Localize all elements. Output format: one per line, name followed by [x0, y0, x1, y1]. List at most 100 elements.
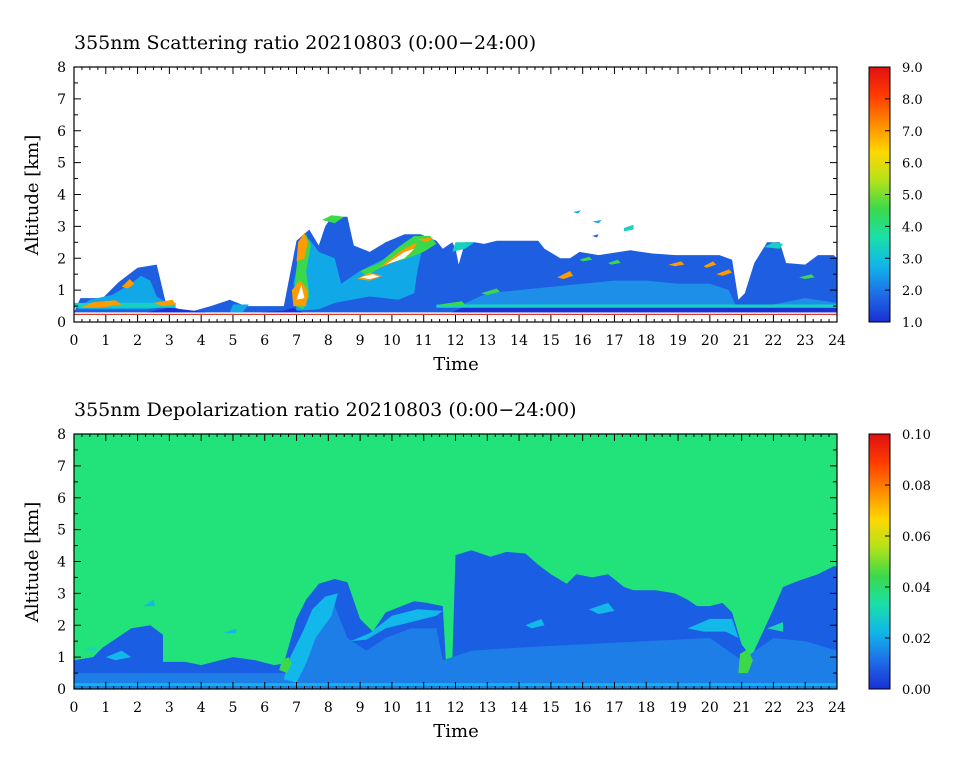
x-tick-label: 3	[165, 700, 174, 716]
x-tick-label: 22	[765, 700, 783, 716]
contour-region	[557, 271, 574, 279]
contour-region	[716, 269, 733, 276]
colorbar-tick-label: 4.0	[902, 220, 923, 235]
x-tick-label: 1	[101, 333, 110, 349]
x-tick-label: 14	[510, 700, 528, 716]
contour-region	[77, 275, 173, 310]
x-axis-ticks: 0 1 2 3 4 5 6 7 8 9 10 11 12 13 14 15 16 17 18 19 20 21 22 23 24	[70, 67, 846, 349]
x-tick-label: 2	[133, 333, 142, 349]
x-axis-label: Time	[433, 354, 478, 375]
y-tick-label: 1	[57, 283, 66, 299]
contour-region	[624, 224, 634, 232]
x-tick-label: 23	[796, 333, 814, 349]
x-tick-label: 21	[733, 333, 751, 349]
x-tick-label: 19	[669, 333, 687, 349]
x-tick-label: 11	[415, 700, 433, 716]
contour-region	[439, 301, 465, 307]
y-tick-label: 3	[57, 586, 66, 602]
contour-region	[608, 259, 621, 265]
x-tick-label: 0	[70, 333, 79, 349]
colorbar-tick-label: 1.0	[902, 316, 923, 331]
x-tick-label: 16	[574, 700, 592, 716]
y-tick-label: 4	[57, 555, 66, 571]
x-tick-label: 10	[383, 700, 401, 716]
contour-region	[74, 313, 837, 315]
x-tick-label: 21	[733, 700, 751, 716]
y-tick-label: 8	[57, 60, 66, 76]
scattering-ratio-panel: 355nm Scattering ratio 20210803 (0:00−24…	[22, 32, 923, 375]
x-tick-label: 24	[828, 333, 846, 349]
y-tick-label: 2	[57, 618, 66, 634]
x-tick-label: 15	[542, 333, 560, 349]
x-tick-label: 6	[260, 333, 269, 349]
contour-region	[74, 606, 837, 689]
y-tick-label: 7	[57, 459, 66, 475]
x-tick-label: 15	[542, 700, 560, 716]
x-tick-label: 18	[637, 700, 655, 716]
x-tick-label: 12	[447, 333, 465, 349]
y-tick-label: 7	[57, 92, 66, 108]
x-tick-label: 9	[356, 333, 365, 349]
colorbar-tick-label: 7.0	[902, 125, 923, 140]
contour-region	[668, 261, 685, 267]
colorbar: 0.00 0.02 0.04 0.06 0.08 0.10	[868, 428, 931, 698]
colorbar-tick-label: 0.00	[902, 683, 931, 698]
contour-region	[360, 274, 380, 279]
contour-region	[296, 232, 308, 262]
contour-region	[703, 261, 717, 268]
colorbar-tick-label: 0.10	[902, 428, 931, 443]
x-axis-label: Time	[433, 721, 478, 742]
x-tick-label: 2	[133, 700, 142, 716]
colorbar-tick-label: 9.0	[902, 61, 923, 76]
y-tick-label: 0	[57, 682, 66, 698]
x-tick-label: 11	[415, 333, 433, 349]
heatmap-layers	[74, 210, 837, 315]
contour-region	[283, 593, 338, 683]
x-tick-label: 23	[796, 700, 814, 716]
colorbar-gradient	[868, 433, 891, 690]
x-tick-label: 10	[383, 333, 401, 349]
x-tick-label: 0	[70, 700, 79, 716]
x-tick-label: 20	[701, 700, 719, 716]
contour-region	[452, 242, 475, 252]
contour-region	[153, 299, 176, 307]
contour-region	[767, 622, 783, 632]
x-tick-label: 24	[828, 700, 846, 716]
colorbar-tick-label: 0.02	[902, 632, 931, 647]
contour-region	[763, 242, 783, 249]
y-tick-label: 3	[57, 219, 66, 235]
contour-region	[798, 274, 815, 279]
x-tick-label: 8	[324, 333, 333, 349]
x-tick-label: 7	[292, 333, 301, 349]
contour-region	[105, 650, 132, 661]
contour-region	[589, 602, 615, 615]
y-tick-label: 0	[57, 315, 66, 331]
x-tick-label: 3	[165, 333, 174, 349]
x-tick-label: 20	[701, 333, 719, 349]
y-tick-label: 5	[57, 156, 66, 172]
contour-region	[687, 618, 739, 638]
chart-title: 355nm Depolarization ratio 20210803 (0:0…	[74, 399, 576, 421]
contour-region	[322, 215, 345, 224]
x-tick-label: 14	[510, 333, 528, 349]
x-tick-label: 13	[478, 333, 496, 349]
y-tick-label: 6	[57, 491, 66, 507]
contour-region	[458, 280, 837, 308]
y-axis-label: Altitude [km]	[22, 135, 43, 257]
x-tick-label: 7	[292, 700, 301, 716]
contour-region	[480, 288, 500, 295]
contour-region	[143, 599, 156, 607]
contour-region	[121, 279, 135, 289]
colorbar-tick-label: 2.0	[902, 284, 923, 299]
y-axis-label: Altitude [km]	[22, 502, 43, 624]
contour-region	[279, 657, 292, 674]
y-tick-label: 2	[57, 251, 66, 267]
contour-region	[738, 649, 753, 674]
contour-region	[417, 237, 434, 243]
x-tick-label: 4	[197, 333, 206, 349]
contour-region	[80, 300, 122, 308]
contour-region	[579, 256, 593, 262]
x-tick-label: 18	[637, 333, 655, 349]
contour-region	[525, 618, 545, 629]
